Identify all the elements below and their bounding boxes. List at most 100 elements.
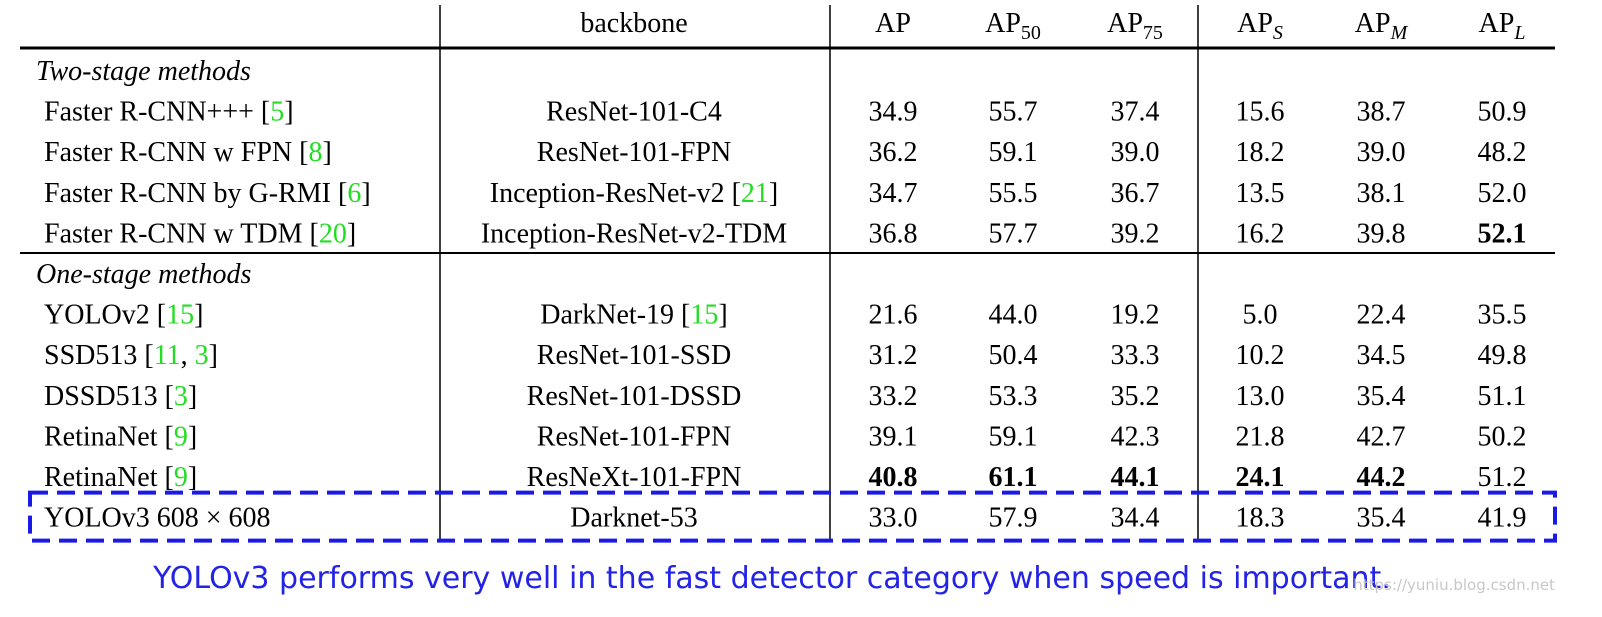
score: 44.1 <box>1111 462 1160 493</box>
cell-text: Faster R-CNN+++ [ <box>44 97 270 128</box>
score: 44.2 <box>1357 462 1406 493</box>
score: 35.2 <box>1111 381 1160 412</box>
cell-text: ResNet-101-FPN <box>537 421 731 452</box>
method: Faster R-CNN+++ [5] <box>44 97 294 128</box>
score: 42.7 <box>1357 421 1406 452</box>
column-header: AP50 <box>985 8 1041 44</box>
score: 34.4 <box>1111 503 1160 534</box>
cell-text: ] <box>718 300 727 331</box>
score: 34.5 <box>1357 340 1406 371</box>
score: 31.2 <box>869 340 918 371</box>
cell-text: YOLOv3 608 × 608 <box>44 503 271 534</box>
citation: 8 <box>308 137 322 168</box>
score: 21.6 <box>869 300 918 331</box>
cell-text: ] <box>347 218 356 249</box>
header-subscript: M <box>1390 22 1409 44</box>
header-text: AP <box>985 8 1021 39</box>
backbone: ResNet-101-C4 <box>546 97 722 128</box>
score: 59.1 <box>989 421 1038 452</box>
citation: 3 <box>195 340 209 371</box>
score: 35.4 <box>1357 503 1406 534</box>
score: 51.2 <box>1478 462 1527 493</box>
column-header: APS <box>1237 8 1283 44</box>
score: 53.3 <box>989 381 1038 412</box>
header-text: AP <box>1107 8 1143 39</box>
header-subscript: S <box>1273 22 1283 44</box>
column-header: APL <box>1479 8 1526 44</box>
cell-text: Faster R-CNN by G-RMI [ <box>44 178 347 209</box>
score: 39.0 <box>1111 137 1160 168</box>
score: 13.0 <box>1236 381 1285 412</box>
method: RetinaNet [9] <box>44 421 197 452</box>
score: 36.7 <box>1111 178 1160 209</box>
method: YOLOv2 [15] <box>44 300 203 331</box>
score: 50.4 <box>989 340 1038 371</box>
cell-text: ] <box>284 97 293 128</box>
cell-text: ResNet-101-C4 <box>546 97 722 128</box>
score: 39.8 <box>1357 218 1406 249</box>
header-subscript: 50 <box>1021 22 1041 44</box>
score: 49.8 <box>1478 340 1527 371</box>
backbone: DarkNet-19 [15] <box>540 300 727 331</box>
score: 19.2 <box>1111 300 1160 331</box>
score: 41.9 <box>1478 503 1527 534</box>
column-header: backbone <box>580 8 687 39</box>
header-text: AP <box>875 8 911 39</box>
citation: 9 <box>174 462 188 493</box>
backbone: ResNet-101-DSSD <box>527 381 742 412</box>
score: 55.7 <box>989 97 1038 128</box>
cell-text: ResNet-101-DSSD <box>527 381 742 412</box>
citation: 15 <box>166 300 194 331</box>
method: Faster R-CNN by G-RMI [6] <box>44 178 371 209</box>
method: YOLOv3 608 × 608 <box>44 503 271 534</box>
cell-text: RetinaNet [ <box>44 421 174 452</box>
score: 35.4 <box>1357 381 1406 412</box>
header-subscript: 75 <box>1143 22 1163 44</box>
method: Faster R-CNN w TDM [20] <box>44 218 356 249</box>
score: 57.9 <box>989 503 1038 534</box>
score: 50.9 <box>1478 97 1527 128</box>
cell-text: Faster R-CNN w TDM [ <box>44 218 319 249</box>
citation: 11 <box>154 340 181 371</box>
score: 10.2 <box>1236 340 1285 371</box>
cell-text: ] <box>194 300 203 331</box>
score: 44.0 <box>989 300 1038 331</box>
score: 38.1 <box>1357 178 1406 209</box>
score: 36.2 <box>869 137 918 168</box>
score: 24.1 <box>1236 462 1285 493</box>
method: DSSD513 [3] <box>44 381 197 412</box>
score: 61.1 <box>989 462 1038 493</box>
score: 35.5 <box>1478 300 1527 331</box>
score: 52.0 <box>1478 178 1527 209</box>
score: 39.2 <box>1111 218 1160 249</box>
cell-text: ResNet-101-SSD <box>537 340 731 371</box>
score: 18.3 <box>1236 503 1285 534</box>
citation: 3 <box>174 381 188 412</box>
cell-text: SSD513 [ <box>44 340 154 371</box>
highlight-box <box>28 490 1557 543</box>
cell-text: ] <box>209 340 218 371</box>
score: 48.2 <box>1478 137 1527 168</box>
score: 52.1 <box>1478 218 1527 249</box>
citation: 15 <box>690 300 718 331</box>
cell-text: ] <box>361 178 370 209</box>
score: 33.0 <box>869 503 918 534</box>
group-title: One-stage methods <box>36 259 252 290</box>
backbone: Darknet-53 <box>570 503 698 534</box>
score: 39.0 <box>1357 137 1406 168</box>
method: SSD513 [11, 3] <box>44 340 218 371</box>
header-text: AP <box>1479 8 1515 39</box>
backbone: ResNet-101-FPN <box>537 421 731 452</box>
backbone: ResNet-101-FPN <box>537 137 731 168</box>
cell-text: ResNet-101-FPN <box>537 137 731 168</box>
group-title: Two-stage methods <box>36 56 251 87</box>
cell-text: ] <box>188 421 197 452</box>
column-header: AP <box>875 8 911 39</box>
citation: 20 <box>319 218 347 249</box>
watermark: https://yuniu.blog.csdn.net <box>1353 576 1555 594</box>
citation: 6 <box>347 178 361 209</box>
header-text: AP <box>1355 8 1391 39</box>
score: 55.5 <box>989 178 1038 209</box>
score: 34.7 <box>869 178 918 209</box>
